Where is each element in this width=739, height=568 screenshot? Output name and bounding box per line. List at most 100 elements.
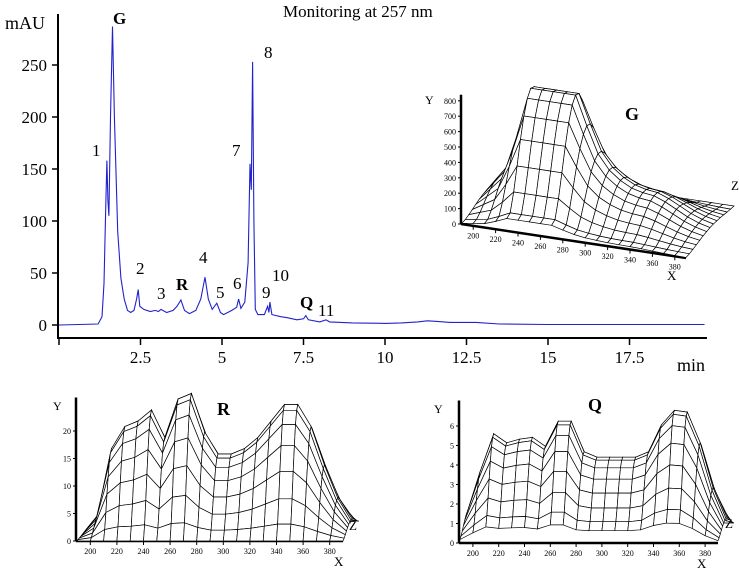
surface-cell — [620, 459, 636, 469]
surface-cell — [511, 516, 526, 529]
z-axis-label: Z — [725, 516, 733, 531]
x-tick-label: 7.5 — [293, 348, 314, 367]
x-tick-label: 5 — [218, 348, 227, 367]
x-tick-label: 380 — [699, 549, 711, 558]
surface-cell — [281, 409, 298, 425]
surface-cell — [578, 489, 593, 509]
surface-cell — [554, 435, 570, 452]
y-tick-label: 400 — [444, 158, 456, 167]
surface-cell — [603, 492, 619, 509]
surface-cell — [617, 478, 633, 494]
surface-cell — [277, 498, 293, 525]
x-tick-label: 200 — [467, 549, 479, 558]
x-tick-label: 280 — [557, 245, 569, 254]
z-axis-label: Z — [731, 178, 739, 193]
y-axis-label: mAU — [5, 13, 45, 33]
surface-cell — [667, 487, 682, 511]
surface-cell — [514, 463, 530, 483]
surface-cell — [499, 499, 515, 519]
surface-cell — [551, 492, 566, 513]
x-tick-label: 300 — [217, 547, 229, 556]
peak-label-9: 9 — [262, 283, 271, 302]
surface-cell — [213, 480, 229, 498]
surface-cell — [589, 507, 605, 523]
surface-cell — [666, 509, 681, 524]
surface-cell — [575, 519, 591, 532]
surface-cell — [628, 505, 644, 523]
surface-cell — [211, 496, 228, 515]
peak-label-3: 3 — [157, 284, 166, 303]
x-tick-label: 320 — [622, 549, 634, 558]
surface-cell — [619, 467, 634, 480]
y-tick-label: 10 — [63, 482, 71, 491]
y-tick-label: 100 — [22, 212, 48, 231]
surface-cell — [553, 451, 569, 472]
y-tick-label: 600 — [444, 128, 456, 137]
x-tick-label: 15 — [540, 348, 557, 367]
peak-label-10: 10 — [272, 266, 289, 285]
surface-cell — [216, 453, 232, 459]
surface-cell — [593, 467, 608, 480]
surface-cell — [170, 495, 187, 524]
surface-cell — [222, 529, 239, 542]
peak-label-8: 8 — [264, 43, 273, 62]
y-tick-label: 20 — [63, 427, 71, 436]
y-tick-label: 0 — [67, 537, 71, 546]
surface-cell — [590, 492, 606, 509]
surface-cell — [119, 456, 136, 484]
surface-cell — [215, 457, 231, 468]
surface-cell — [594, 459, 610, 469]
surface-cell — [556, 420, 572, 426]
x-axis-label: min — [677, 355, 705, 375]
y-tick-label: 0 — [450, 539, 454, 548]
x-tick-label: 320 — [602, 252, 614, 261]
surface-cell — [704, 529, 720, 542]
x-tick-label: 260 — [164, 547, 176, 556]
x-tick-label: 240 — [519, 549, 531, 558]
surface-cell — [129, 524, 145, 542]
surface-cell — [225, 493, 241, 515]
peak-label-6: 6 — [233, 274, 242, 293]
surface-cell — [668, 464, 684, 490]
x-tick-label: 340 — [271, 547, 283, 556]
y-tick-label: 200 — [444, 189, 456, 198]
chromatogram-chart: Monitoring at 257 nm mAU min 05010015020… — [5, 2, 707, 375]
x-axis-line — [460, 222, 687, 260]
x-tick-label: 360 — [297, 547, 309, 556]
surface-cell — [209, 529, 225, 542]
surface-cell — [278, 471, 294, 500]
surface-cell — [674, 251, 691, 258]
surface-cell — [289, 523, 305, 542]
y-tick-label: 4 — [450, 461, 454, 470]
surface-cell — [172, 465, 188, 498]
y-axis-label: Y — [434, 402, 443, 416]
surface-cell — [118, 479, 134, 507]
surface-cell — [513, 480, 529, 501]
surface-cell — [214, 466, 230, 482]
x-tick-label: 2.5 — [130, 348, 151, 367]
y-tick-label: 150 — [22, 160, 48, 179]
peak-label-2: 2 — [136, 259, 145, 278]
surface-cell — [485, 515, 501, 529]
surface-plot-g: 0 100 200 300 400 500 600 700 800 200 220 240 260 280… — [425, 85, 739, 283]
peak-label-q: Q — [300, 293, 313, 312]
surface-cell — [669, 442, 685, 467]
surface-cell — [616, 492, 632, 509]
surface-cell — [103, 526, 119, 542]
y-axis-label: Y — [53, 399, 62, 413]
x-tick-label: 260 — [534, 242, 546, 251]
surface-cell — [604, 478, 620, 494]
y-tick-label: 5 — [67, 510, 71, 519]
surface-cell — [500, 481, 516, 503]
x-tick-label: 300 — [579, 249, 591, 258]
surface-title: R — [217, 399, 231, 419]
x-tick-label: 220 — [490, 235, 502, 244]
surface-cell — [262, 523, 278, 542]
x-tick-label: 280 — [570, 549, 582, 558]
surface-cell — [224, 512, 240, 531]
x-tick-label: 240 — [138, 547, 150, 556]
surface-cell — [498, 516, 514, 529]
x-tick-label: 380 — [324, 547, 336, 556]
surface-cell — [595, 456, 611, 461]
